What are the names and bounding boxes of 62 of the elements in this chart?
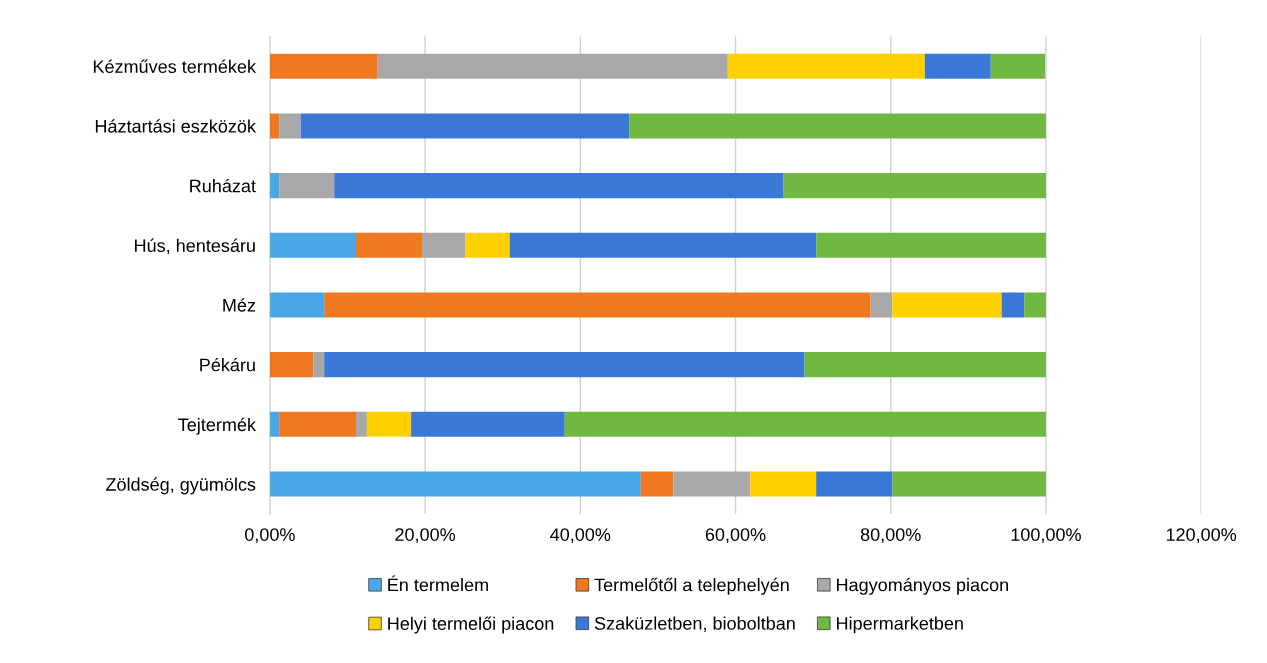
bar <box>269 352 314 378</box>
y-tick-label: Méz <box>223 298 256 312</box>
y-tick-label: Háztartási eszközök <box>95 119 257 133</box>
legend-label: Termelőtől a telephelyén <box>594 577 789 595</box>
bar <box>269 232 357 258</box>
bar <box>356 232 422 258</box>
x-tick-label: 20,00% <box>395 528 456 544</box>
y-tick-label: Zöldség, gyümölcs <box>106 477 256 495</box>
y-tick-label: Hús, hentesáru <box>135 238 255 255</box>
bar <box>629 113 1046 139</box>
bar <box>870 292 893 318</box>
legend-label: Helyi termelői piacon <box>388 616 554 634</box>
bar <box>564 411 1046 437</box>
y-tick-label: Ruházat <box>190 178 256 193</box>
x-tick-label: 80,00% <box>860 528 921 544</box>
bar <box>892 471 1046 497</box>
bar <box>334 173 784 199</box>
bar <box>783 173 1046 199</box>
bar <box>1001 292 1025 318</box>
bar <box>269 411 280 437</box>
bar <box>465 232 510 258</box>
legend-label: Hipermarketben <box>837 616 963 634</box>
bar <box>269 292 325 318</box>
bar <box>750 471 817 497</box>
legend-label: Én termelem <box>388 575 488 592</box>
bar <box>816 232 1046 258</box>
bar <box>377 53 728 79</box>
legend-label: Szaküzletben, bioboltban <box>594 616 795 632</box>
x-tick-label: 100,00% <box>1011 528 1081 544</box>
bar <box>640 471 674 497</box>
bar <box>279 411 357 437</box>
bar <box>804 352 1046 378</box>
bar <box>1024 292 1046 318</box>
bar <box>269 53 378 79</box>
bar <box>924 53 991 79</box>
y-tick-label: Pékáru <box>200 357 255 372</box>
bar <box>269 113 280 139</box>
x-tick-label: 0,00% <box>244 528 295 544</box>
bar <box>411 411 565 437</box>
bar <box>300 113 630 139</box>
bar <box>324 352 805 378</box>
bar <box>509 232 817 258</box>
y-tick-label: Kézműves termékek <box>93 59 257 74</box>
x-tick-label: 40,00% <box>550 528 611 544</box>
bar <box>279 173 335 199</box>
x-tick-label: 120,00% <box>1166 528 1237 544</box>
bar <box>269 471 641 497</box>
bar <box>892 292 1002 318</box>
y-tick-label: Tejtermék <box>178 417 257 435</box>
bar <box>279 113 301 139</box>
x-tick-label: 60,00% <box>705 528 766 544</box>
bar <box>269 173 280 199</box>
bar <box>816 471 893 497</box>
bar <box>727 53 925 79</box>
bar <box>356 411 367 437</box>
legend-label: Hagyományos piacon <box>837 577 1008 595</box>
bar <box>324 292 871 318</box>
bar <box>313 352 325 378</box>
bar <box>990 53 1046 79</box>
bar <box>366 411 412 437</box>
bar <box>421 232 466 258</box>
bar <box>673 471 751 497</box>
